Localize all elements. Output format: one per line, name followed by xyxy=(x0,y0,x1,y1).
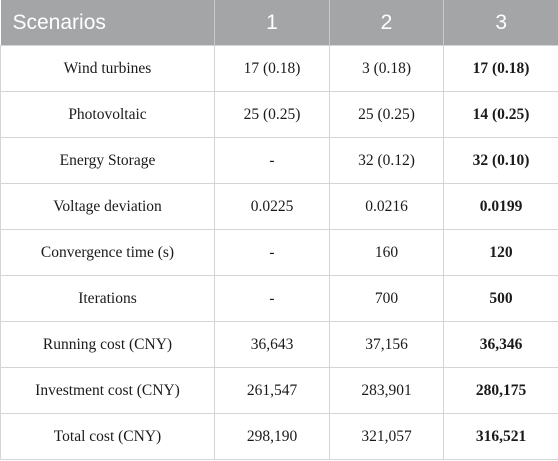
table-cell: 37,156 xyxy=(329,321,444,368)
row-label: Wind turbines xyxy=(0,45,215,92)
row-label: Iterations xyxy=(0,275,215,322)
table-cell: 25 (0.25) xyxy=(214,91,330,138)
table-row: Running cost (CNY) 36,643 37,156 36,346 xyxy=(0,321,558,368)
table-cell: 261,547 xyxy=(214,367,330,414)
column-header-scenario-3: 3 xyxy=(443,0,558,46)
table-header: Scenarios 1 2 3 xyxy=(0,0,558,46)
table-cell-highlight: 14 (0.25) xyxy=(443,91,558,138)
table-cell-highlight: 316,521 xyxy=(443,413,558,460)
table-cell: - xyxy=(214,275,330,322)
table-row: Investment cost (CNY) 261,547 283,901 28… xyxy=(0,367,558,414)
table-row: Wind turbines 17 (0.18) 3 (0.18) 17 (0.1… xyxy=(0,45,558,92)
table-row: Convergence time (s) - 160 120 xyxy=(0,229,558,276)
row-label: Running cost (CNY) xyxy=(0,321,215,368)
row-label: Convergence time (s) xyxy=(0,229,215,276)
table-cell: - xyxy=(214,137,330,184)
header-row: Scenarios 1 2 3 xyxy=(0,0,558,46)
table-cell: 36,643 xyxy=(214,321,330,368)
row-label: Voltage deviation xyxy=(0,183,215,230)
table-cell: - xyxy=(214,229,330,276)
row-label: Total cost (CNY) xyxy=(0,413,215,460)
table-body: Wind turbines 17 (0.18) 3 (0.18) 17 (0.1… xyxy=(0,45,558,460)
table-cell: 160 xyxy=(329,229,444,276)
table-cell: 321,057 xyxy=(329,413,444,460)
column-header-scenario-1: 1 xyxy=(214,0,330,46)
table-cell-highlight: 32 (0.10) xyxy=(443,137,558,184)
table-cell: 32 (0.12) xyxy=(329,137,444,184)
column-header-scenarios: Scenarios xyxy=(0,0,215,46)
row-label: Energy Storage xyxy=(0,137,215,184)
table-row: Iterations - 700 500 xyxy=(0,275,558,322)
column-header-scenario-2: 2 xyxy=(329,0,444,46)
table-cell-highlight: 120 xyxy=(443,229,558,276)
table-row: Voltage deviation 0.0225 0.0216 0.0199 xyxy=(0,183,558,230)
table-row: Total cost (CNY) 298,190 321,057 316,521 xyxy=(0,413,558,460)
table-cell-highlight: 36,346 xyxy=(443,321,558,368)
table-cell: 3 (0.18) xyxy=(329,45,444,92)
table-cell: 0.0225 xyxy=(214,183,330,230)
table-cell: 700 xyxy=(329,275,444,322)
table-row: Photovoltaic 25 (0.25) 25 (0.25) 14 (0.2… xyxy=(0,91,558,138)
table-cell: 298,190 xyxy=(214,413,330,460)
row-label: Photovoltaic xyxy=(0,91,215,138)
table-cell-highlight: 280,175 xyxy=(443,367,558,414)
table-cell-highlight: 17 (0.18) xyxy=(443,45,558,92)
table-cell-highlight: 0.0199 xyxy=(443,183,558,230)
table-cell: 17 (0.18) xyxy=(214,45,330,92)
row-label: Investment cost (CNY) xyxy=(0,367,215,414)
table-row: Energy Storage - 32 (0.12) 32 (0.10) xyxy=(0,137,558,184)
table-cell: 283,901 xyxy=(329,367,444,414)
table-cell: 0.0216 xyxy=(329,183,444,230)
table-cell: 25 (0.25) xyxy=(329,91,444,138)
table-cell-highlight: 500 xyxy=(443,275,558,322)
